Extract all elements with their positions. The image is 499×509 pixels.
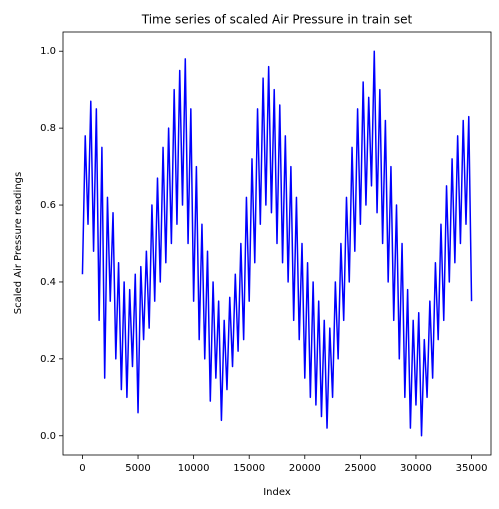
chart-title: Time series of scaled Air Pressure in tr… bbox=[141, 13, 413, 27]
axes-frame bbox=[62, 31, 492, 456]
x-tick-label: 25000 bbox=[344, 463, 376, 474]
x-tick-label: 30000 bbox=[400, 463, 432, 474]
x-tick-label: 5000 bbox=[125, 463, 150, 474]
y-tick-label: 0.6 bbox=[40, 200, 56, 211]
x-tick-label: 35000 bbox=[456, 463, 488, 474]
y-tick-label: 1.0 bbox=[40, 46, 56, 57]
x-axis-label: Index bbox=[263, 487, 291, 498]
y-tick-label: 0.4 bbox=[40, 277, 56, 288]
x-tick-label: 10000 bbox=[178, 463, 210, 474]
y-tick-label: 0.8 bbox=[40, 123, 56, 134]
x-tick-label: 15000 bbox=[233, 463, 265, 474]
y-tick-label: 0.0 bbox=[40, 431, 56, 442]
x-tick-label: 20000 bbox=[289, 463, 321, 474]
y-tick-label: 0.2 bbox=[40, 354, 56, 365]
data-line bbox=[81, 50, 473, 437]
y-axis-label: Scaled Air Pressure readings bbox=[13, 172, 24, 314]
x-tick-label: 0 bbox=[79, 463, 85, 474]
